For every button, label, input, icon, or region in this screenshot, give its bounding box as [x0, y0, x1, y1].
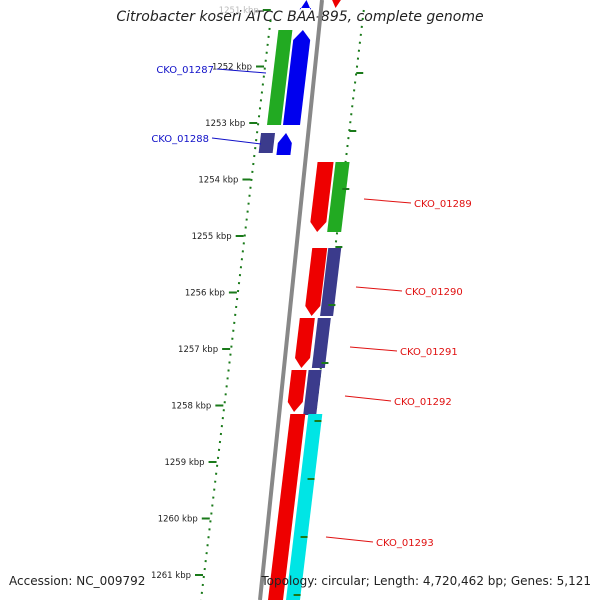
ruler-tick-label-6: 1256 kbp	[185, 289, 225, 299]
reverse-cds-band-5	[268, 414, 306, 600]
ruler-tick-label-1: 1251 kbp	[219, 6, 259, 16]
reverse-cds-arrow-1	[310, 162, 334, 232]
gene-label-cko-01292[interactable]: CKO_01292	[394, 397, 452, 408]
cyan-cog-band-5	[286, 414, 323, 600]
gene-label-cko-01288[interactable]: CKO_01288	[151, 134, 209, 145]
gene-leader-line-7	[325, 536, 374, 543]
cog-block-3	[311, 318, 331, 368]
gene-leader-line-2	[211, 137, 262, 145]
reverse-gene-block-1	[327, 162, 350, 232]
cog-block-4	[303, 370, 322, 415]
reverse-cds-arrow-2	[305, 248, 328, 316]
ruler-tick-label-10: 1260 kbp	[158, 515, 198, 525]
genome-backbone	[258, 0, 324, 600]
ruler-tick-label-8: 1258 kbp	[171, 402, 211, 412]
reverse-cds-arrow-top	[331, 0, 342, 8]
forward-cds-arrow-top	[299, 0, 312, 10]
ruler-tick-label-7: 1257 kbp	[178, 345, 218, 355]
gene-label-cko-01287[interactable]: CKO_01287	[156, 65, 214, 76]
ruler-tick-label-3: 1253 kbp	[205, 119, 245, 129]
gene-label-cko-01290[interactable]: CKO_01290	[405, 287, 463, 298]
ruler-tick-label-5: 1255 kbp	[192, 232, 232, 242]
gene-label-cko-01293[interactable]: CKO_01293	[376, 538, 434, 549]
gc-content-track-left	[200, 19, 272, 600]
gene-label-cko-01291[interactable]: CKO_01291	[400, 347, 458, 358]
forward-gene-block-1	[267, 30, 293, 125]
cog-block-1	[258, 133, 276, 153]
ruler-tick-label-11: 1261 kbp	[151, 571, 191, 581]
gene-leader-line-5	[349, 346, 398, 352]
gene-leader-line-4	[355, 286, 403, 292]
cog-block-2	[320, 248, 342, 316]
ruler-tick-label-4: 1254 kbp	[198, 176, 238, 186]
reverse-cds-arrow-3	[295, 318, 315, 368]
gene-leader-line-1	[216, 68, 267, 74]
genome-summary-label: Topology: circular; Length: 4,720,462 bp…	[261, 574, 591, 588]
forward-cds-arrow-1	[283, 30, 311, 125]
gene-label-cko-01289[interactable]: CKO_01289	[414, 199, 472, 210]
gene-leader-line-6	[344, 395, 392, 402]
ruler-tick-label-2: 1252 kbp	[212, 63, 252, 73]
map-title: Citrobacter koseri ATCC BAA-895, complet…	[116, 9, 484, 25]
gene-leader-line-3	[363, 198, 412, 204]
ruler-tick-label-9: 1259 kbp	[164, 458, 204, 468]
accession-label: Accession: NC_009792	[9, 574, 146, 588]
reverse-cds-arrow-4	[287, 370, 307, 412]
forward-cds-arrow-2	[276, 133, 292, 155]
